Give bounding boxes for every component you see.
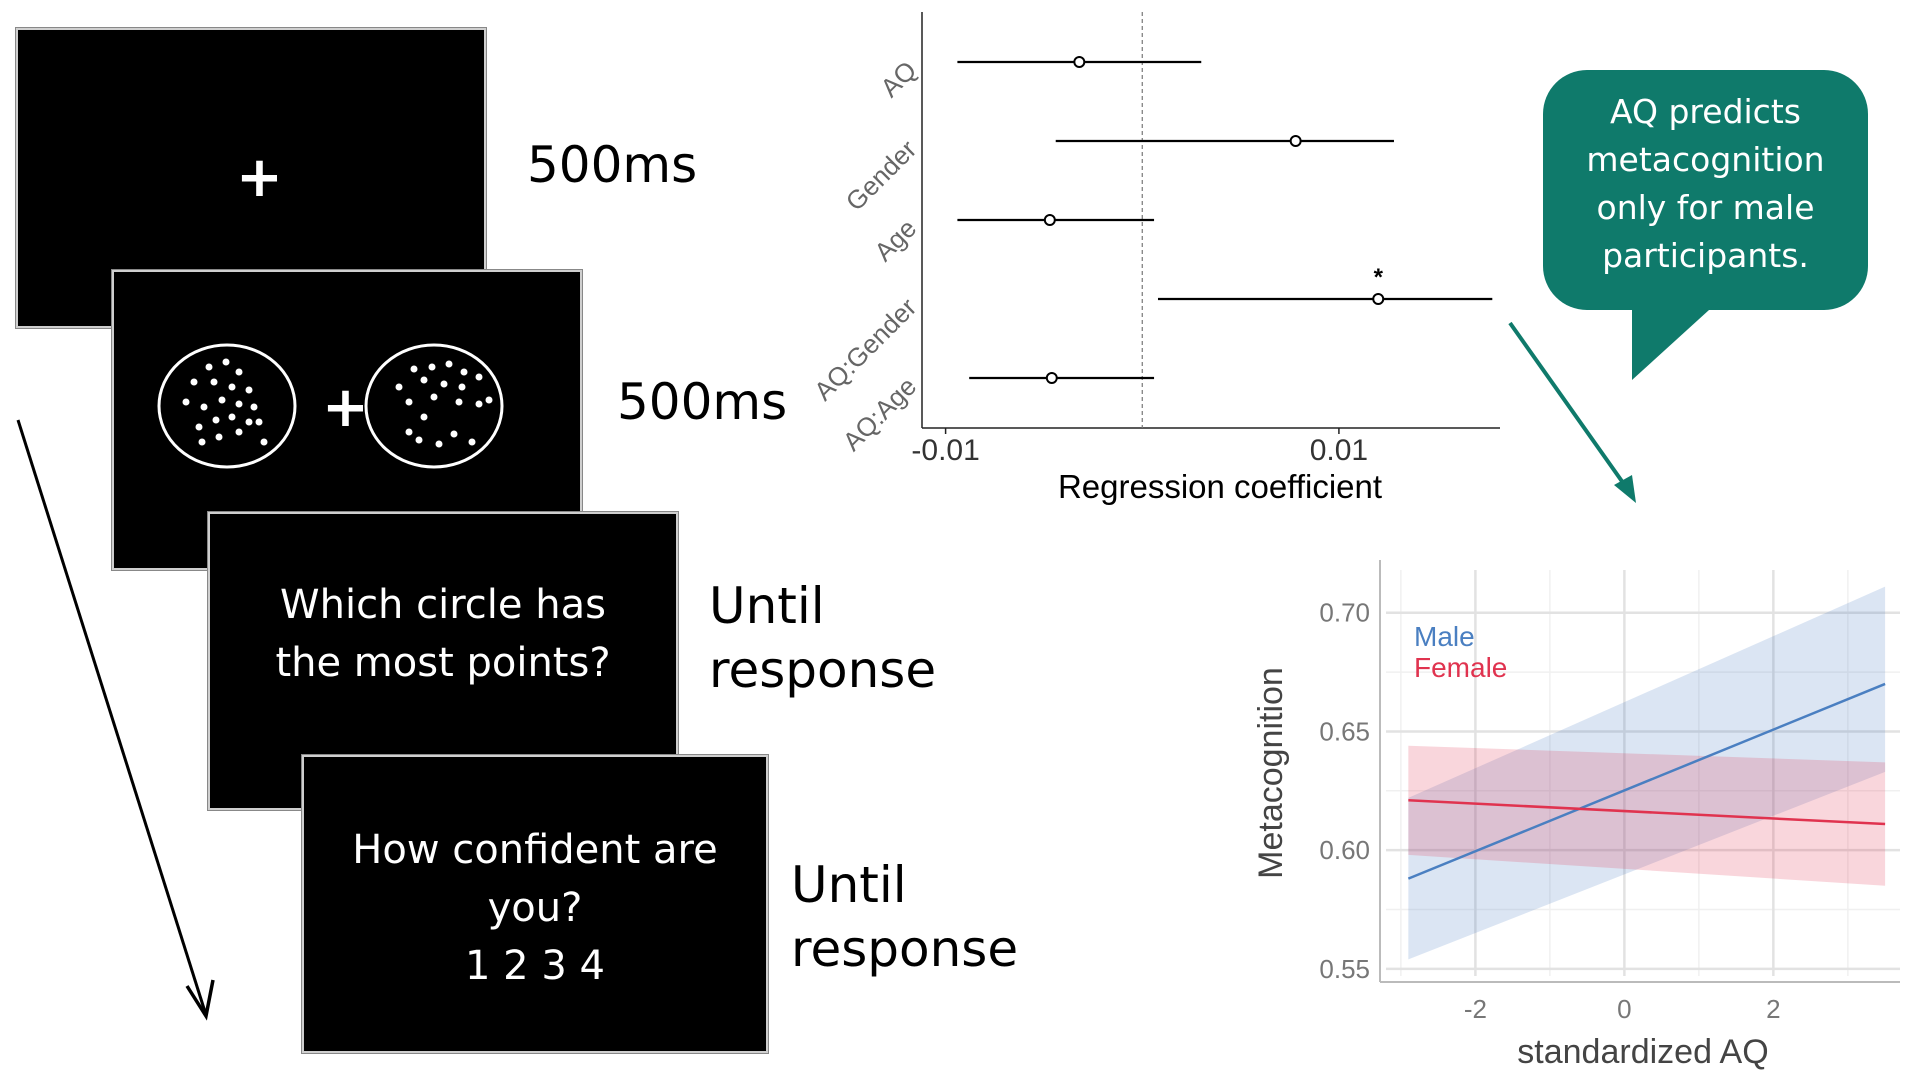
question-line-2: the most points?: [275, 640, 611, 686]
question-duration-line-2: response: [709, 641, 937, 699]
estimate-point-Gender: [1289, 135, 1302, 147]
trend-line-female: [1408, 799, 1886, 826]
confidence-duration-line-2: response: [791, 920, 1019, 978]
y-tick-label: 0.70: [1319, 598, 1370, 628]
right-dots: [395, 360, 493, 448]
y-tick-label: 0.65: [1319, 716, 1370, 746]
confidence-scale: 1 2 3 4: [465, 943, 605, 989]
x-tick-label: -0.01: [911, 434, 979, 467]
fixation-duration: 500ms: [527, 136, 698, 194]
stimulus-duration: 500ms: [617, 373, 788, 431]
significance-marker: *: [1374, 264, 1384, 291]
confidence-duration-line-1: Until: [791, 856, 907, 914]
question-line-1: Which circle has: [280, 582, 606, 628]
legend-label-female: Female: [1414, 652, 1507, 683]
legend-label-male: Male: [1414, 621, 1475, 652]
confidence-line-2: you?: [487, 885, 583, 931]
y-tick-label: 0.60: [1319, 835, 1370, 865]
x-tick-label: 2: [1766, 994, 1780, 1024]
trend-line-male: [1407, 682, 1886, 880]
metacognition-plot: 0.55 0.60 0.65 0.70 -2 0 2 standardized AQ Metac…: [1252, 560, 1900, 1071]
time-arrow: [16, 419, 215, 1021]
left-dot-circle: [157, 343, 297, 469]
right-dot-circle: [364, 343, 504, 469]
callout-line-4: participants.: [1602, 236, 1809, 275]
left-dots: [182, 358, 268, 446]
x-tick-label: 0: [1617, 994, 1631, 1024]
term-label-Gender: Gender: [840, 134, 923, 217]
confidence-band-female: [1408, 745, 1886, 886]
callout-arrow-head: [1614, 475, 1636, 503]
confidence-band-male: [1408, 586, 1886, 960]
estimate-point-Age: [1043, 214, 1056, 226]
estimate-point-AQ: [1073, 56, 1086, 68]
dot-circles: [157, 343, 504, 469]
callout-pointer: [1632, 300, 1720, 380]
x-tick-label: -2: [1464, 994, 1487, 1024]
x-axis-title: Regression coefficient: [1058, 468, 1382, 505]
confidence-line-1: How confident are: [352, 827, 718, 873]
callout-bubble: AQ predicts metacognition only for male …: [1543, 70, 1868, 310]
x-axis-title: standardized AQ: [1517, 1033, 1768, 1071]
term-label-AQ: AQ: [874, 55, 922, 103]
y-tick-label: 0.55: [1319, 954, 1370, 984]
callout-arrow: [1508, 321, 1636, 503]
question-duration-line-1: Until: [709, 577, 825, 635]
estimate-point-AQ:Gender: [1372, 293, 1385, 305]
y-axis-title: Metacognition: [1252, 667, 1290, 879]
callout-line-1: AQ predicts: [1610, 92, 1801, 131]
confidence-screen: How confident are you? 1 2 3 4: [302, 755, 768, 1053]
x-tick-label: 0.01: [1310, 434, 1368, 467]
callout-line-2: metacognition: [1586, 140, 1825, 179]
estimate-point-AQ:Age: [1045, 372, 1058, 384]
term-label-Age: Age: [868, 213, 922, 267]
stimulus-fixation-cross: +: [322, 375, 369, 440]
callout-line-3: only for male: [1596, 188, 1815, 227]
fixation-cross: +: [236, 145, 283, 210]
